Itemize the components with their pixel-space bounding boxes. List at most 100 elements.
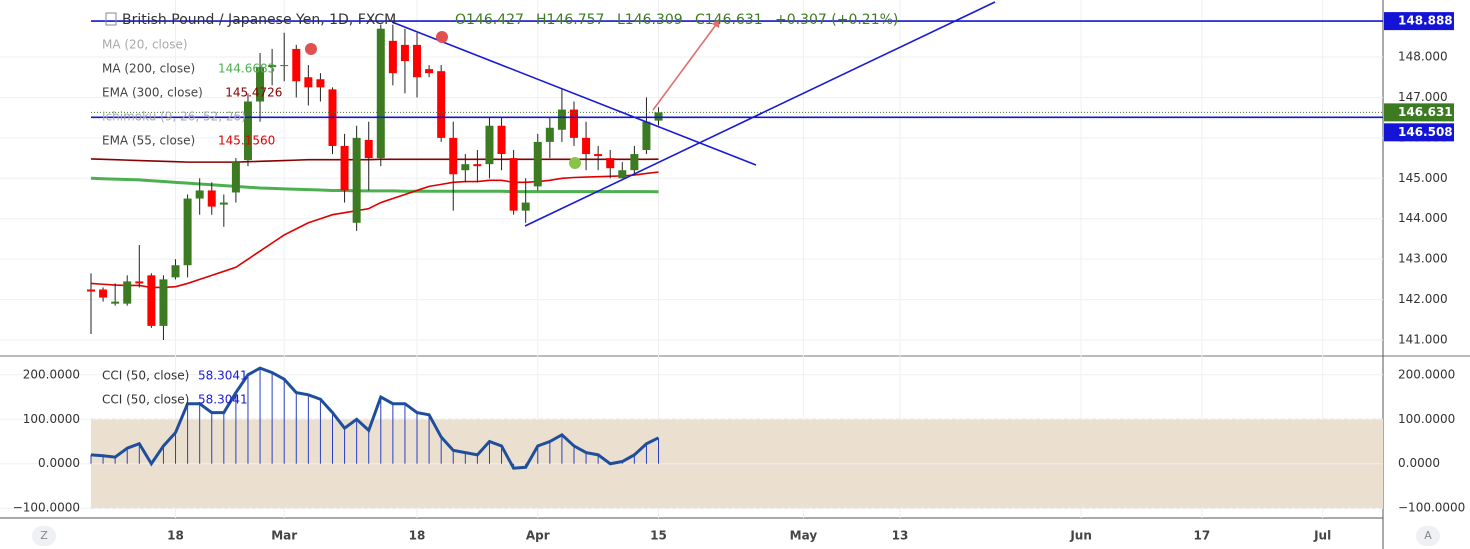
candle-body bbox=[449, 137, 458, 175]
symbol: British Pound / Japanese Yen, 1D, FXCM bbox=[122, 12, 396, 28]
candle-body bbox=[425, 69, 434, 74]
button-label[interactable]: A bbox=[1424, 529, 1432, 542]
candle-body bbox=[485, 125, 494, 165]
legend-name: MA (200, close) bbox=[102, 62, 195, 76]
candle-body bbox=[582, 137, 591, 155]
candle-body bbox=[654, 112, 663, 121]
x-tick-label: Apr bbox=[526, 529, 550, 543]
legend-name: Ichimoku (9, 26, 52, 26) bbox=[102, 110, 246, 124]
legend-value: 145.1560 bbox=[218, 134, 275, 148]
ma-line bbox=[90, 176, 659, 194]
marker bbox=[569, 157, 581, 169]
candle-body bbox=[364, 139, 373, 159]
candle-body bbox=[594, 154, 603, 157]
y-tick-label: 147.000 bbox=[1398, 90, 1448, 104]
legend-name: CCI (50, close) bbox=[102, 369, 189, 383]
price-label: 148.888 bbox=[1398, 14, 1453, 28]
candle-body bbox=[183, 198, 192, 266]
legend-value: 145.4726 bbox=[225, 86, 282, 100]
marker bbox=[305, 43, 317, 55]
candle-body bbox=[207, 190, 216, 207]
price-label: 146.508 bbox=[1398, 125, 1453, 139]
marker bbox=[436, 31, 448, 43]
icon bbox=[105, 12, 117, 26]
trend-line bbox=[391, 21, 757, 166]
candle-body bbox=[87, 289, 95, 292]
y-tick-label: 0.0000 bbox=[38, 456, 80, 470]
candle-body bbox=[630, 154, 639, 171]
candle-body bbox=[159, 279, 168, 326]
y-tick-label: 0.0000 bbox=[1398, 456, 1440, 470]
arrow bbox=[652, 21, 719, 111]
candle-body bbox=[569, 109, 578, 138]
candle-body bbox=[533, 141, 542, 187]
ohlc: O146.427 bbox=[455, 12, 524, 28]
candle-body bbox=[437, 71, 446, 138]
candle-body bbox=[280, 65, 289, 67]
candle-body bbox=[497, 125, 506, 155]
y-tick-label: 145.000 bbox=[1398, 171, 1448, 185]
candle-body bbox=[256, 67, 265, 102]
candle-body bbox=[388, 40, 397, 74]
candle-body bbox=[243, 101, 252, 161]
candle-body bbox=[147, 275, 156, 326]
x-tick-label: 18 bbox=[409, 529, 426, 543]
x-tick-label: Jul bbox=[1313, 529, 1331, 543]
x-tick-label: Mar bbox=[271, 529, 297, 543]
candle-body bbox=[413, 44, 422, 78]
button[interactable] bbox=[1416, 526, 1440, 546]
y-tick-label: 200.0000 bbox=[23, 367, 80, 381]
x-tick-label: May bbox=[790, 529, 818, 543]
candle-body bbox=[195, 190, 204, 199]
ma-line bbox=[90, 158, 659, 163]
y-tick-label: 142.000 bbox=[1398, 292, 1448, 306]
candle-body bbox=[316, 79, 325, 88]
legend-name: EMA (55, close) bbox=[102, 134, 195, 148]
legend-value: 58.3041 bbox=[198, 393, 248, 407]
candle-body bbox=[521, 202, 530, 211]
y-tick-label: 100.0000 bbox=[1398, 412, 1455, 426]
y-tick-label: 148.000 bbox=[1398, 50, 1448, 64]
last-price-label: 146.631 bbox=[1398, 105, 1453, 119]
x-tick-label: Jun bbox=[1069, 529, 1092, 543]
cci-line bbox=[90, 366, 660, 470]
y-tick-label: −100.0000 bbox=[1398, 501, 1465, 515]
candle-body bbox=[340, 145, 349, 191]
x-tick-label: 18 bbox=[167, 529, 184, 543]
candle-body bbox=[231, 162, 240, 193]
legend-name: MA (20, close) bbox=[102, 38, 188, 52]
legend-value: 144.6683 bbox=[218, 62, 275, 76]
legend: MA (20, close) MA (200, close) 144.6683 EMA… bbox=[102, 38, 282, 407]
drawings bbox=[305, 1, 996, 227]
candle-body bbox=[618, 170, 627, 179]
y-tick-label: 144.000 bbox=[1398, 211, 1448, 225]
legend-value: 58.3041 bbox=[198, 369, 248, 383]
y-tick-label: 200.0000 bbox=[1398, 367, 1455, 381]
button-label[interactable]: Z bbox=[40, 529, 48, 542]
candle-body bbox=[352, 137, 361, 223]
candle-body bbox=[304, 77, 313, 88]
candle-body bbox=[219, 202, 228, 205]
button[interactable] bbox=[32, 526, 56, 546]
trend-line bbox=[524, 1, 996, 227]
legend-name: EMA (300, close) bbox=[102, 86, 203, 100]
candle-body bbox=[400, 44, 409, 62]
candle-body bbox=[606, 158, 615, 169]
candle-body bbox=[171, 265, 180, 278]
ma-line bbox=[90, 171, 659, 289]
candle-body bbox=[292, 48, 301, 82]
price-label-box bbox=[1384, 12, 1454, 31]
candle-body bbox=[473, 164, 482, 167]
arrow-head bbox=[712, 18, 720, 28]
x-tick-label: 13 bbox=[892, 529, 909, 543]
candle-body bbox=[268, 65, 277, 68]
candle-body bbox=[509, 158, 518, 211]
marks bbox=[87, 20, 1383, 470]
y-tick-label: 141.000 bbox=[1398, 333, 1448, 347]
grid bbox=[0, 0, 1383, 518]
candle-body bbox=[376, 28, 385, 159]
candle-body bbox=[99, 289, 108, 298]
legend-name: CCI (50, close) bbox=[102, 393, 189, 407]
y-tick-label: −100.0000 bbox=[13, 501, 80, 515]
